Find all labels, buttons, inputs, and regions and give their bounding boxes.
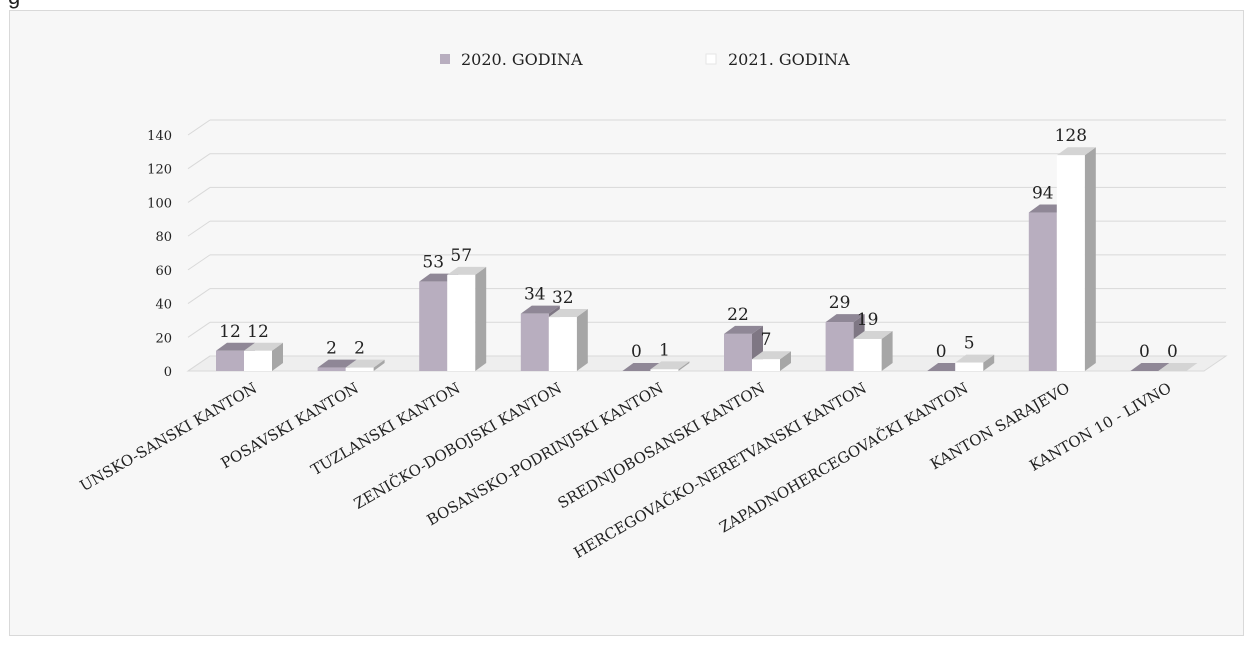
bar-side <box>881 330 893 371</box>
bar-front <box>724 333 752 371</box>
gridline-depth <box>187 254 211 271</box>
bar-front <box>345 367 374 371</box>
bar-side <box>983 354 995 371</box>
bar-top <box>955 354 995 363</box>
bar-2021 <box>1056 147 1096 371</box>
y-tick-label: 40 <box>155 298 172 313</box>
bar-front <box>650 369 679 371</box>
bar-top <box>853 330 893 339</box>
legend-label-2021: 2021. GODINA <box>728 50 850 69</box>
bar-front <box>548 317 577 371</box>
y-tick-label: 20 <box>155 331 172 346</box>
bar-top <box>724 325 763 334</box>
bar-top <box>447 266 487 275</box>
bar-side <box>1084 147 1096 371</box>
category-label: SREDNJOBOSANSKI KANTON <box>555 379 768 513</box>
data-label: 0 <box>631 342 642 362</box>
bar-side <box>373 359 385 371</box>
data-label: 5 <box>964 334 975 354</box>
category-label: ZENIČKO-DOBOJSKI KANTON <box>351 379 565 513</box>
bar-side <box>272 342 283 371</box>
data-label: 57 <box>450 246 472 266</box>
data-label: 2 <box>326 339 337 359</box>
bar-2021 <box>853 330 893 371</box>
legend-swatch-2020 <box>440 54 450 64</box>
gridline-depth <box>187 220 211 237</box>
y-tick-label: 0 <box>164 365 172 380</box>
bar-top <box>520 305 560 314</box>
data-label: 12 <box>247 322 269 342</box>
data-label: 0 <box>936 342 947 362</box>
bar-2021 <box>548 309 588 371</box>
y-tick-label: 100 <box>147 196 172 211</box>
y-tick-label: 120 <box>147 163 172 178</box>
data-label: 19 <box>857 310 879 330</box>
data-label: 2 <box>354 339 365 359</box>
bar-side <box>678 361 690 371</box>
gridline-depth <box>187 321 211 338</box>
bar-side <box>576 309 588 371</box>
bar-side <box>780 351 791 371</box>
bar-top <box>345 359 385 368</box>
bar-2021 <box>955 354 995 371</box>
bar-front <box>955 362 984 371</box>
y-tick-label: 80 <box>155 230 172 245</box>
bar-top <box>752 351 791 360</box>
bar-top <box>317 359 357 368</box>
bar-front <box>752 359 780 371</box>
legend-label-2020: 2020. GODINA <box>461 50 583 69</box>
data-label: 34 <box>524 285 546 305</box>
bar-front <box>520 313 549 371</box>
top-text-fragment: g <box>8 0 20 10</box>
data-label: 128 <box>1055 126 1087 146</box>
data-label: 32 <box>552 288 574 308</box>
gridline-depth <box>187 153 211 170</box>
data-label: 94 <box>1032 184 1054 204</box>
bar-top <box>1056 147 1096 156</box>
data-label: 0 <box>1139 342 1150 362</box>
bar-2021 <box>1158 363 1198 371</box>
bar-2021 <box>244 342 283 371</box>
bar-front <box>853 338 882 371</box>
bars-layer <box>216 147 1198 371</box>
data-label: 29 <box>829 293 851 313</box>
bar-2021 <box>650 361 690 371</box>
bar-front <box>419 281 448 371</box>
category-label: UNSKO-SANSKI KANTON <box>77 379 260 495</box>
bar-front <box>244 350 272 371</box>
bar-front <box>1028 212 1057 371</box>
y-tick-label: 60 <box>155 264 172 279</box>
gridline-depth <box>187 355 211 372</box>
bar-front <box>447 274 476 371</box>
gridline-depth <box>187 187 211 203</box>
legend: 2020. GODINA 2021. GODINA <box>440 50 850 69</box>
gridline-depth <box>187 288 211 304</box>
data-label: 22 <box>727 305 749 325</box>
data-label: 0 <box>1167 342 1178 362</box>
bar-side <box>475 266 487 371</box>
gridline-depth <box>187 119 211 136</box>
bar-top <box>1158 363 1198 371</box>
bar-top <box>548 309 588 318</box>
data-label: 1 <box>659 340 670 360</box>
data-label: 7 <box>761 330 772 350</box>
bar-top <box>216 342 255 351</box>
bar-2021 <box>345 359 385 371</box>
bar-top <box>825 314 865 323</box>
bar-top <box>1130 363 1170 371</box>
data-label: 53 <box>422 253 444 273</box>
bar-2021 <box>447 266 487 371</box>
data-label: 12 <box>219 322 241 342</box>
y-tick-label: 140 <box>147 129 172 144</box>
bar-top <box>244 342 283 351</box>
bar-top <box>650 361 690 370</box>
bar-2020 <box>1130 363 1170 371</box>
bar-front <box>317 367 346 371</box>
bar-front <box>825 322 854 371</box>
bar-front <box>216 350 244 371</box>
bar-front <box>1056 155 1085 371</box>
bar-2021 <box>752 351 791 371</box>
legend-swatch-2021 <box>705 53 717 65</box>
